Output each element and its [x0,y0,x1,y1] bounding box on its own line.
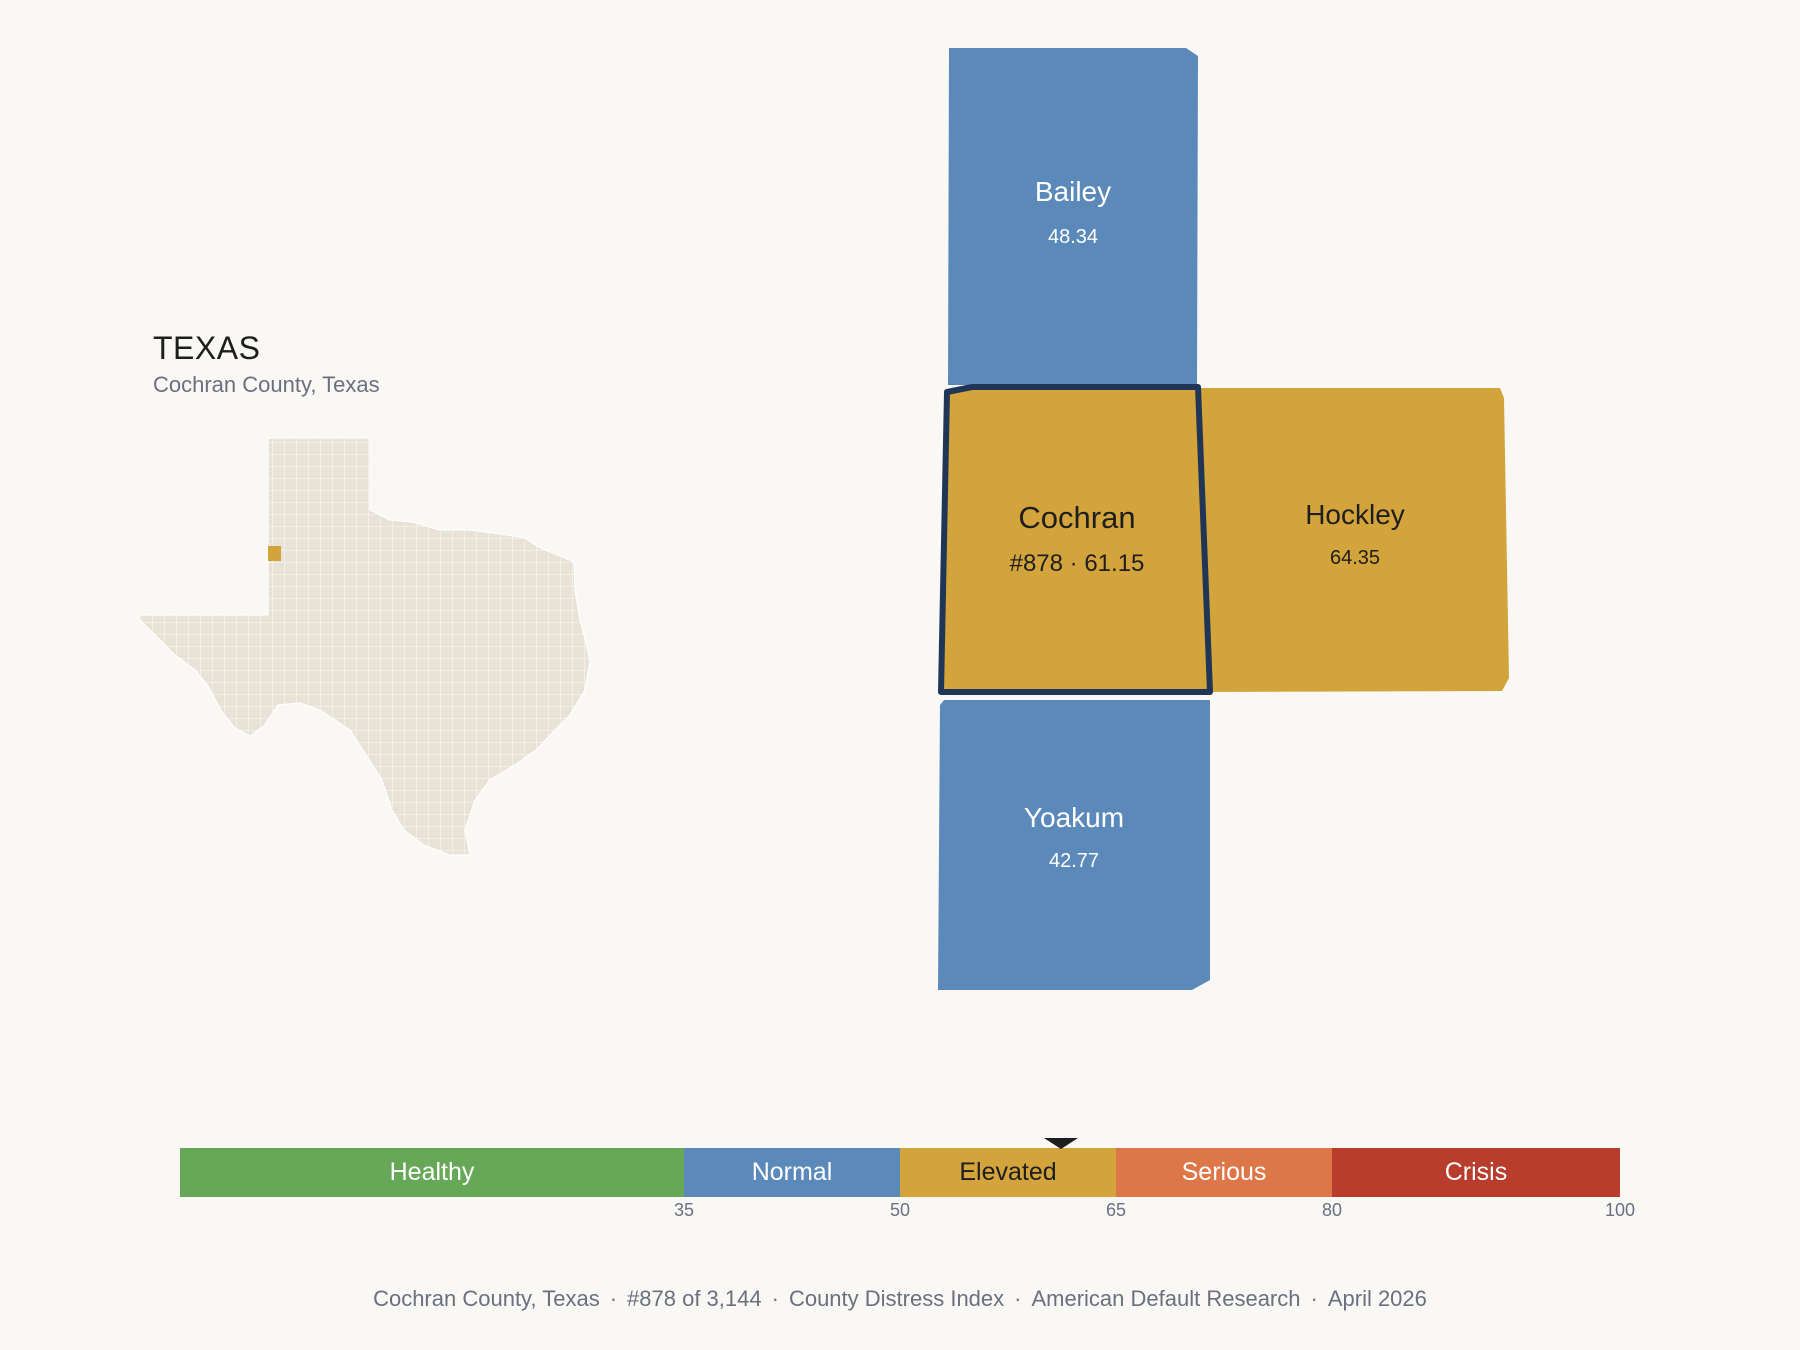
footer: Cochran County, Texas · #878 of 3,144 · Coun… [373,1286,1427,1311]
county-hockley[interactable]: Hockley 64.35 [1195,388,1509,692]
county-bailey[interactable]: Bailey 48.34 [948,48,1198,385]
county-value-yoakum: 42.77 [1049,850,1099,872]
county-name-cochran: Cochran [1018,500,1135,535]
legend-tick: 50 [889,1200,911,1220]
state-subtitle: Cochran County, Texas [153,372,380,397]
county-cochran[interactable]: Cochran #878 · 61.15 [938,384,1213,695]
county-value-cochran: #878 · 61.15 [1010,550,1145,577]
cochran-locator-marker [268,546,281,561]
legend-tick: 80 [1321,1200,1343,1220]
current-value-marker [1043,1138,1078,1149]
legend-tick: 35 [673,1200,695,1220]
legend-segment-healthy: Healthy [180,1148,684,1197]
county-yoakum[interactable]: Yoakum 42.77 [938,700,1210,990]
county-value-hockley: 64.35 [1330,547,1380,569]
neighbor-county-map: Bailey 48.34 Yoakum 42.77 Hockley 64.35 … [938,48,1509,990]
county-name-yoakum: Yoakum [1024,802,1124,833]
legend-segment-serious: Serious [1116,1148,1332,1197]
legend-segment-crisis: Crisis [1332,1148,1620,1197]
footer-rank: #878 of 3,144 [627,1286,762,1311]
footer-org: American Default Research [1031,1286,1301,1311]
footer-county: Cochran County, Texas [373,1286,600,1311]
state-title: TEXAS [153,330,261,366]
legend-segment-elevated: Elevated [900,1148,1116,1197]
distress-legend: Healthy Normal Elevated Serious Crisis [180,1148,1620,1197]
legend-segment-normal: Normal [684,1148,900,1197]
footer-date: April 2026 [1327,1286,1427,1311]
legend-tick: 65 [1105,1200,1127,1220]
state-locator-map [140,437,591,856]
footer-index: County Distress Index [788,1286,1005,1311]
county-name-hockley: Hockley [1305,499,1405,530]
legend-tick: 100 [1604,1200,1636,1220]
county-name-bailey: Bailey [1035,176,1111,207]
county-value-bailey: 48.34 [1048,226,1098,248]
